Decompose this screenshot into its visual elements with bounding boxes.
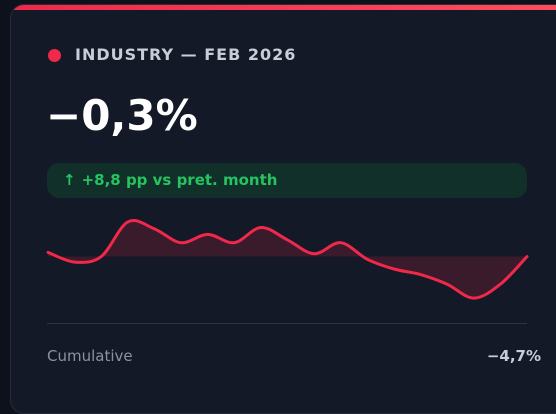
accent-bar bbox=[11, 5, 556, 10]
arrow-icon: ↑ bbox=[63, 171, 76, 189]
footer-label: Cumulative bbox=[47, 347, 133, 365]
sparkline-line bbox=[46, 219, 529, 300]
sparkline bbox=[46, 219, 529, 300]
kpi-value: −0,3% bbox=[46, 91, 198, 140]
kpi-card: INDUSTRY — FEB 2026 −0,3% ↑ +8,8 pp vs pr… bbox=[10, 4, 556, 414]
page: INDUSTRY — FEB 2026 −0,3% ↑ +8,8 pp vs pr… bbox=[10, 4, 556, 414]
sparkline-area bbox=[48, 220, 527, 299]
card-label: INDUSTRY — FEB 2026 bbox=[75, 45, 297, 64]
footer-value: −4,7% bbox=[486, 347, 541, 365]
change-text: +8,8 pp vs pret. month bbox=[81, 171, 278, 189]
change-pill: ↑ +8,8 pp vs pret. month bbox=[47, 163, 527, 198]
status-dot bbox=[48, 49, 61, 62]
divider bbox=[47, 323, 527, 324]
